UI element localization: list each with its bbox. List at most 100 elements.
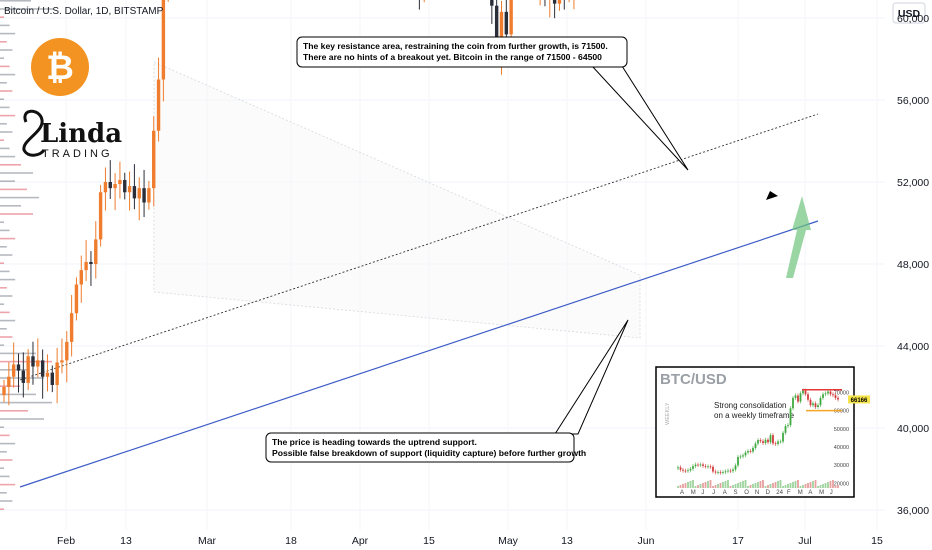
channel-upper-line [19,113,819,381]
candle [7,362,11,406]
inset-price-label: 66166 [851,398,868,404]
volume-profile-bar [0,442,16,445]
volume-profile-bar [0,262,4,264]
candle [98,185,103,247]
inset-candle-body [777,441,779,444]
volume-profile-bar [0,303,4,305]
price-axis[interactable]: USD 36,000 40,000 44,000 48,000 52,000 56,000… [885,0,932,550]
inset-y-tick: 30000 [834,463,849,469]
inset-volume-bar [747,486,749,488]
x-tick-label: 17 [732,535,744,547]
candle [127,171,132,211]
candle [21,352,26,398]
x-tick-label: 13 [120,535,132,547]
inset-candle-body [677,467,679,469]
y-tick-label: 44,000 [897,341,929,353]
resistance-callout [296,36,628,68]
inset-volume-bar [709,480,712,488]
logo-swirl-icon [22,109,46,157]
inset-candle-body [682,469,684,471]
projection-arrowhead [766,191,778,200]
candle [113,173,117,211]
inset-x-tick: A [680,490,684,496]
inset-volume-bar [824,483,827,488]
inset-candle-body [734,465,737,470]
y-axis-ticks: 36,000 40,000 44,000 48,000 52,000 56,000 60,0… [897,13,929,517]
inset-candle-body [769,435,772,443]
volume-profile-bar [0,229,10,232]
inset-x-tick: J [830,490,833,496]
inset-volume-bar [719,483,722,488]
inset-x-tick: M [691,490,696,496]
candle [563,0,565,10]
inset-volume-bar [827,482,829,488]
inset-volume-bar [679,485,682,488]
support-callout-text: Possible false breakdown of support (liq… [272,448,586,458]
inset-candle-body [824,393,827,395]
inset-volume-bar [799,486,802,488]
candle [132,164,137,210]
inset-candle-body [804,390,807,395]
inset-volume-bar [817,486,819,488]
x-tick-label: 15 [423,535,435,547]
volume-profile-bar [0,426,4,428]
volume-profile-bar [0,90,13,92]
inset-candle-body [809,399,812,406]
volume-profile-bar [0,393,36,396]
inset-price-badge [848,395,870,404]
inset-volume-bar [722,482,724,488]
inset-candle-body [679,467,682,470]
inset-candle-body [794,395,797,398]
inset-candle-body [752,447,754,452]
inset-volume-bar [732,485,734,488]
inset-candle-body [747,451,749,453]
x-tick-label: 18 [285,535,297,547]
inset-volume-bar [764,486,767,488]
volume-profile-bar [0,73,16,76]
price-axis-background [885,0,932,550]
candle [156,57,161,142]
volume-profile-bar [0,213,33,215]
inset-side-label: WEEKLY [665,402,671,425]
inset-volume-bar [742,481,744,488]
inset-candle-body [692,466,694,469]
inset-volume-bar [702,483,704,488]
inset-x-tick: D [766,490,771,496]
y-tick-label: 36,000 [897,505,929,517]
y-tick-label: 48,000 [897,259,929,271]
inset-candle-body [694,464,697,467]
inset-volume-bar [739,482,742,488]
candle [79,255,83,303]
candle [573,0,575,10]
x-tick-label: 15 [871,535,883,547]
volume-profile-bar [0,82,7,84]
inset-volume-bar [777,481,779,488]
inset-y-tick: 20000 [834,481,849,487]
inset-y-tick: 60000 [834,409,849,415]
inset-candle-body [742,455,744,457]
bitcoin-glyph: ₿ [46,48,74,88]
volume-profile-bar [0,295,13,297]
y-tick-label: 60,000 [897,13,929,25]
volume-profile-bar [0,319,16,322]
candles-layer [2,0,575,406]
volume-profile-bar [0,401,52,404]
candle [108,160,112,200]
x-axis-ticks: Feb 13 Mar 18 Apr 15 May 13 Jun 17 Jul 15 [57,535,883,547]
inset-candle-body [687,470,689,472]
volume-profile-bar [0,418,44,420]
candle [45,354,50,392]
inset-candle-body [757,440,759,444]
inset-candle-body [779,441,782,443]
volume-profile-bar [0,328,7,330]
candle [118,161,122,199]
candle [11,342,16,388]
currency-button[interactable] [892,2,926,24]
inset-candle-body [827,391,829,394]
inset-candle-body [754,443,757,448]
x-tick-label: May [498,535,519,547]
volume-profile-bar [0,98,4,100]
x-tick-label: Jun [638,535,655,547]
inset-candle-body [829,391,832,395]
